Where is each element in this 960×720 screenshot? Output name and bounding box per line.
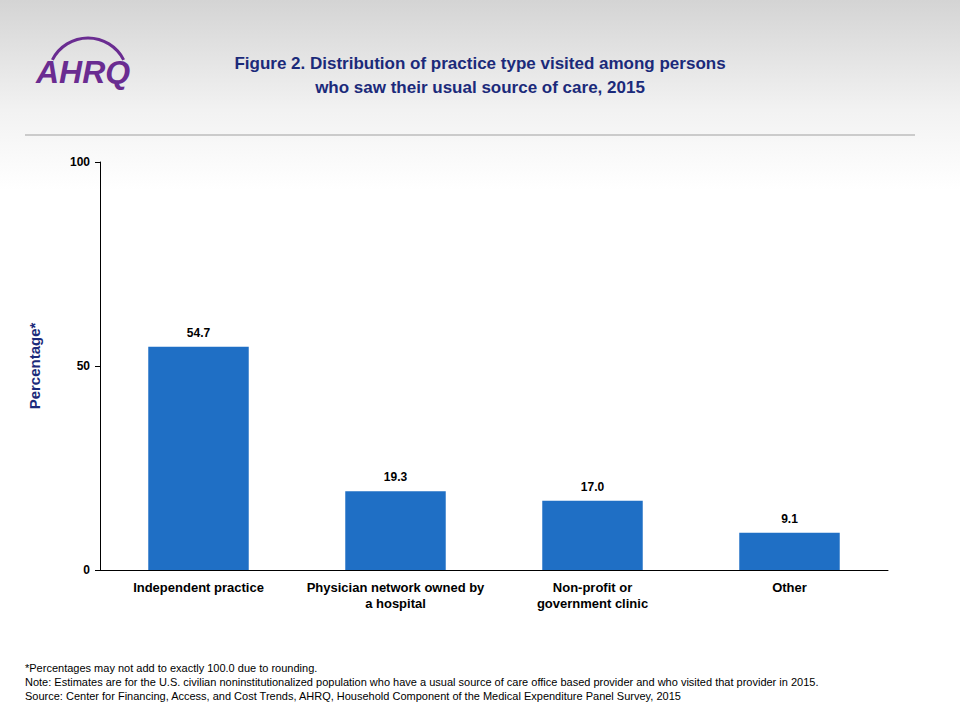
- svg-text:Note: Estimates are for the U.: Note: Estimates are for the U.S. civilia…: [25, 676, 818, 688]
- svg-text:54.7: 54.7: [187, 326, 211, 340]
- svg-text:9.1: 9.1: [781, 512, 798, 526]
- svg-text:19.3: 19.3: [384, 470, 408, 484]
- svg-text:Independent practice: Independent practice: [133, 580, 264, 595]
- svg-text:Source: Center for Financing,: Source: Center for Financing, Access, an…: [25, 690, 681, 702]
- svg-text:*Percentages may not add to ex: *Percentages may not add to exactly 100.…: [25, 662, 317, 674]
- svg-text:a hospital: a hospital: [365, 596, 426, 611]
- svg-text:0: 0: [83, 563, 90, 577]
- svg-text:Percentage*: Percentage*: [26, 322, 43, 409]
- svg-text:Other: Other: [772, 580, 807, 595]
- svg-text:17.0: 17.0: [581, 480, 605, 494]
- svg-text:Physician network owned by: Physician network owned by: [307, 580, 485, 595]
- svg-text:government clinic: government clinic: [537, 596, 648, 611]
- svg-text:who saw their usual source of: who saw their usual source of care, 2015: [314, 78, 645, 97]
- svg-text:AHRQ: AHRQ: [35, 54, 130, 90]
- svg-text:100: 100: [70, 155, 90, 169]
- svg-text:Figure 2. Distribution of prac: Figure 2. Distribution of practice type …: [234, 54, 725, 73]
- svg-text:Non-profit or: Non-profit or: [553, 580, 632, 595]
- svg-text:50: 50: [77, 359, 91, 373]
